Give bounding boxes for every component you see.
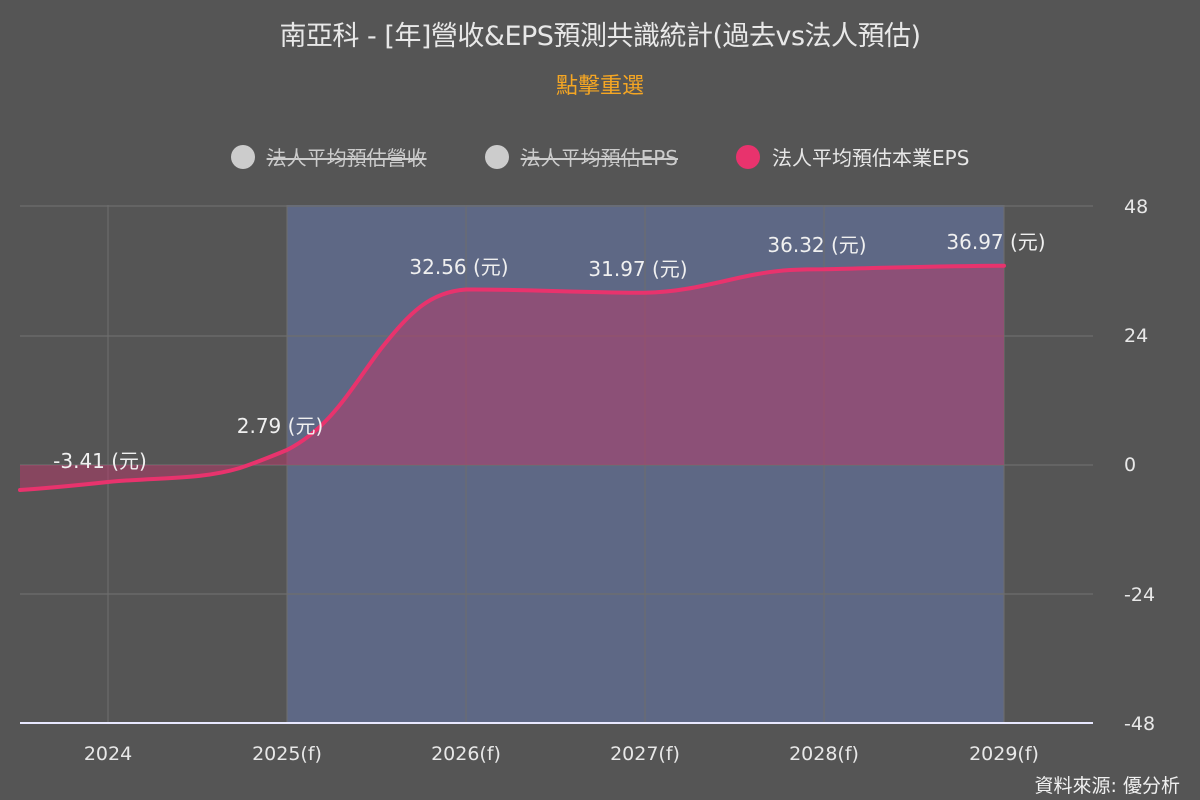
data-label: 36.97 (元) (946, 230, 1045, 254)
legend-item-eps[interactable]: 法人平均預估EPS (484, 142, 678, 171)
legend-dot-icon (736, 144, 760, 169)
legend-dot-icon (230, 144, 255, 169)
eps-line[interactable] (18, 263, 1006, 492)
legend-label: 法人平均預估營收 (266, 146, 427, 170)
y-tick-label: -48 (1124, 713, 1155, 735)
x-tick-label: 2029(f) (969, 743, 1039, 765)
legend-label: 法人平均預估本業EPS (772, 146, 970, 170)
data-label: 31.97 (元) (588, 257, 687, 281)
y-tick-label: -24 (1124, 584, 1155, 606)
x-tick-label: 2028(f) (789, 743, 859, 765)
legend-item-revenue[interactable]: 法人平均預估營收 (230, 142, 427, 171)
reset-selection-link[interactable]: 點擊重選 (555, 74, 644, 99)
y-tick-label: 24 (1124, 325, 1148, 347)
legend-label: 法人平均預估EPS (520, 146, 678, 170)
data-label: 32.56 (元) (409, 255, 508, 279)
legend: 法人平均預估營收 法人平均預估EPS 法人平均預估本業EPS (0, 142, 1200, 171)
x-tick-label: 2026(f) (431, 743, 501, 765)
x-tick-label: 2024 (84, 743, 132, 765)
legend-dot-icon (484, 144, 509, 169)
data-source-credit: 資料來源: 優分析 (1034, 775, 1180, 797)
data-label: 2.79 (元) (237, 414, 324, 438)
x-tick-label: 2025(f) (252, 743, 322, 765)
legend-item-core-eps[interactable]: 法人平均預估本業EPS (736, 142, 969, 171)
data-label: -3.41 (元) (53, 449, 147, 473)
data-label: 36.32 (元) (767, 233, 866, 257)
y-tick-label: 48 (1124, 196, 1148, 218)
y-axis: 48 24 0 -24 -48 (1124, 196, 1155, 735)
eps-area (20, 265, 1004, 490)
x-axis: 2024 2025(f) 2026(f) 2027(f) 2028(f) 202… (84, 743, 1039, 765)
y-tick-label: 0 (1124, 454, 1136, 476)
chart-title: 南亞科 - [年]營收&EPS預測共識統計(過去vs法人預估) (279, 21, 921, 52)
x-tick-label: 2027(f) (610, 743, 680, 765)
